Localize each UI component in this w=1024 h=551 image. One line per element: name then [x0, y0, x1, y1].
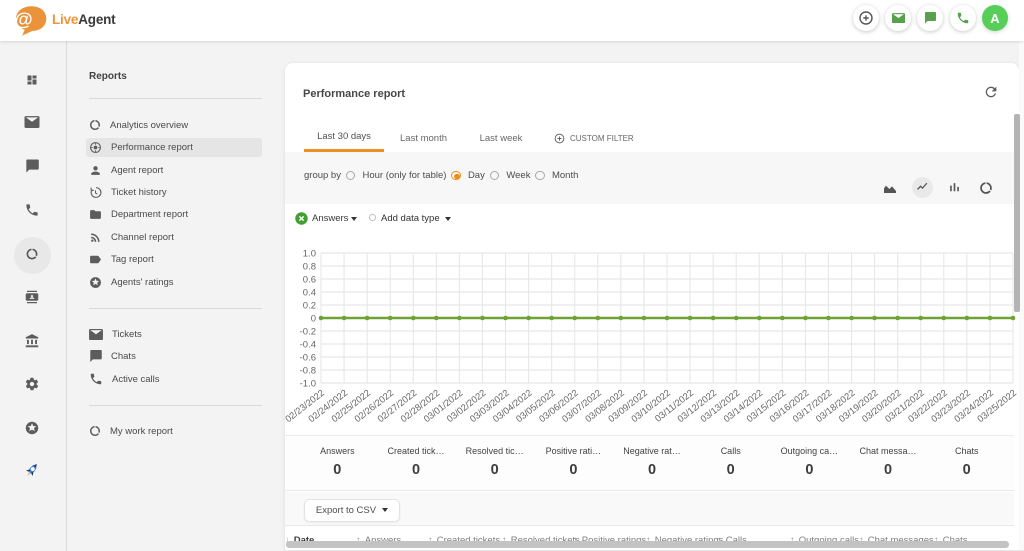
svg-text:-0.8: -0.8	[300, 366, 316, 377]
svg-text:-1.0: -1.0	[300, 379, 316, 390]
svg-text:0.8: 0.8	[303, 262, 316, 273]
svg-text:-0.2: -0.2	[300, 327, 316, 338]
svg-text:@: @	[15, 8, 33, 29]
svg-text:0.2: 0.2	[303, 301, 316, 312]
svg-text:-0.6: -0.6	[300, 353, 316, 364]
svg-text:0.4: 0.4	[303, 288, 316, 299]
svg-text:-0.4: -0.4	[300, 340, 316, 351]
svg-text:0.6: 0.6	[303, 275, 316, 286]
svg-text:0: 0	[311, 314, 316, 325]
svg-text:1.0: 1.0	[303, 249, 316, 260]
